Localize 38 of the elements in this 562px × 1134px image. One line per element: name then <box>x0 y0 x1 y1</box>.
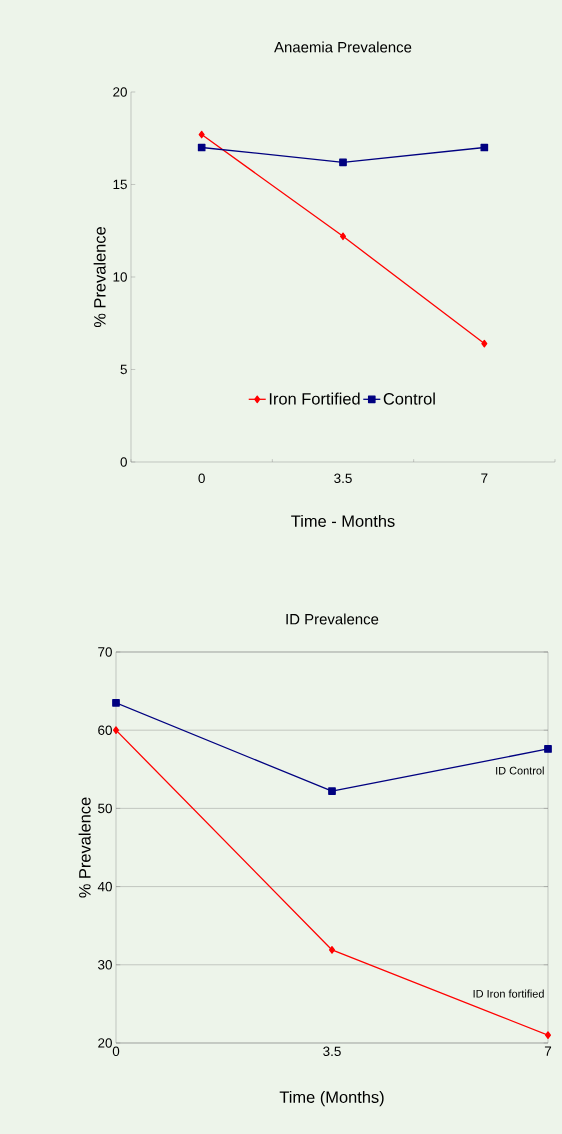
series-label: ID Iron fortified <box>473 989 544 998</box>
y-tick-label: 20 <box>113 87 127 97</box>
point <box>328 946 336 954</box>
y-tick-label: 10 <box>113 272 127 282</box>
point <box>481 339 488 348</box>
y-tick-label: 60 <box>98 725 112 735</box>
x-tick-label: 3.5 <box>323 1046 341 1057</box>
legend-label: Control <box>383 392 435 405</box>
point <box>328 787 336 796</box>
chart-title: Anaemia Prevalence <box>274 41 412 53</box>
y-tick-label: 70 <box>98 647 112 657</box>
y-tick-label: 0 <box>120 457 127 467</box>
x-tick-label: 7 <box>481 473 488 483</box>
y-tick-label: 15 <box>113 179 127 190</box>
x-tick-label: 3.5 <box>334 473 352 484</box>
point <box>480 143 489 152</box>
y-axis-title: % Prevalence <box>93 227 106 328</box>
chart-title: ID Prevalence <box>286 613 379 625</box>
y-tick-label: 5 <box>120 364 127 375</box>
point <box>198 130 205 139</box>
y-tick-label: 50 <box>98 803 112 814</box>
legend-label: Iron Fortified <box>269 392 360 405</box>
y-tick-label: 20 <box>98 1038 112 1048</box>
point <box>112 698 120 707</box>
x-tick-label: 0 <box>198 473 205 484</box>
x-tick-label: 7 <box>544 1046 552 1056</box>
point <box>544 1031 552 1040</box>
point <box>339 158 347 167</box>
point <box>197 143 206 152</box>
x-axis-title: Time - Months <box>291 514 395 527</box>
x-axis-title: Time (Months) <box>279 1090 384 1107</box>
point <box>544 745 552 753</box>
y-axis-title: % Prevalence <box>78 797 91 898</box>
point <box>339 232 347 241</box>
series-label: ID Control <box>496 766 544 775</box>
y-tick-label: 30 <box>98 960 112 970</box>
y-tick-label: 40 <box>97 881 112 892</box>
point <box>112 726 120 735</box>
